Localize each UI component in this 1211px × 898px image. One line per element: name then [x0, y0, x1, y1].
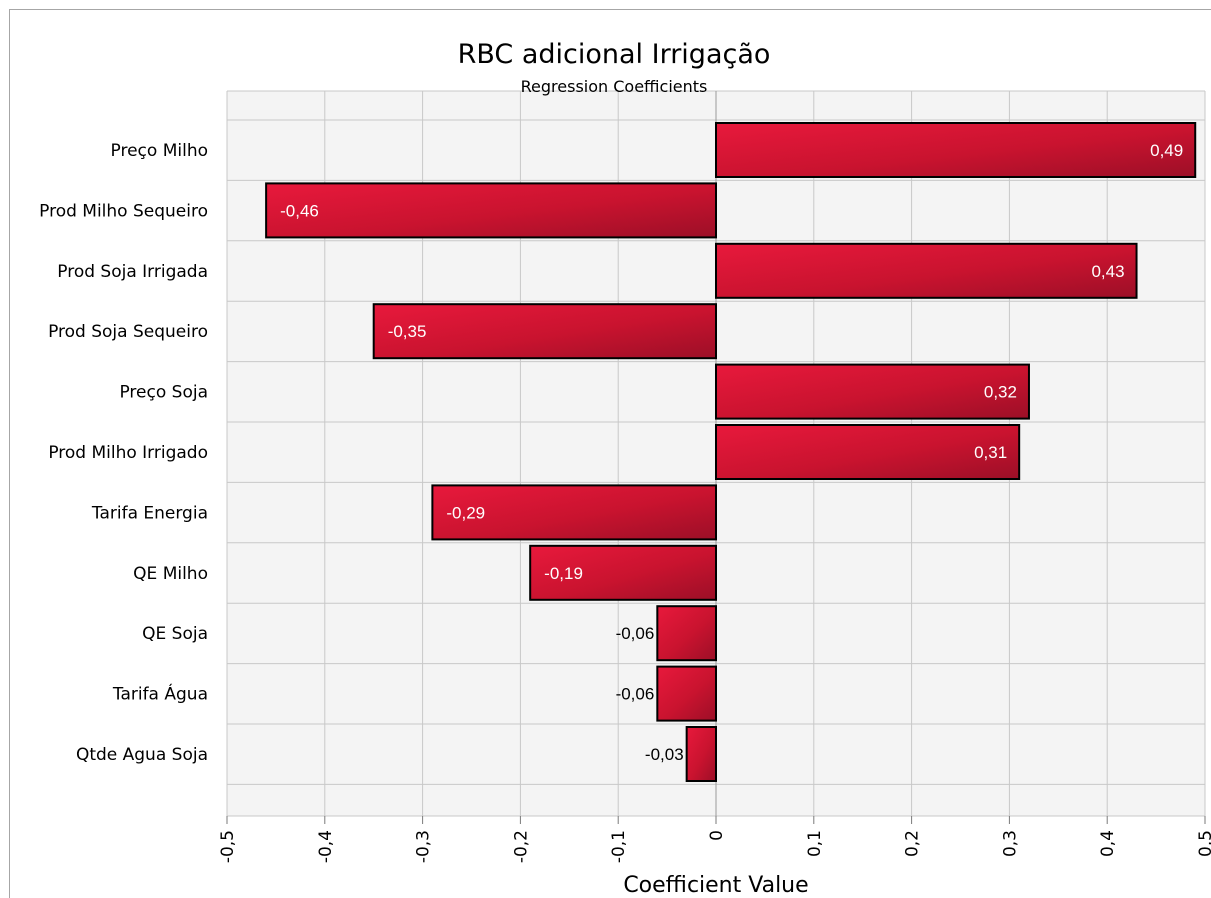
category-label: Tarifa Energia	[91, 503, 208, 523]
category-label: QE Soja	[142, 624, 208, 644]
chart-frame	[9, 9, 1211, 898]
data-label: -0,06	[616, 624, 655, 643]
data-label: -0,46	[280, 201, 319, 220]
x-tick-label: -0,2	[511, 830, 531, 863]
x-tick-label: 0,5	[1196, 830, 1211, 857]
bar	[715, 122, 1197, 178]
x-tick-label: 0,2	[903, 830, 923, 857]
data-label: -0,29	[446, 503, 485, 522]
data-label: 0,43	[1091, 262, 1124, 281]
category-label: QE Milho	[133, 564, 208, 584]
data-label: -0,35	[388, 322, 427, 341]
category-label: Prod Milho Sequeiro	[39, 201, 208, 221]
bar	[372, 303, 717, 360]
data-label: -0,06	[616, 685, 655, 704]
x-tick-label: -0,1	[609, 830, 629, 863]
x-tick-label: -0,4	[316, 830, 336, 863]
category-label: Tarifa Água	[112, 683, 208, 705]
x-axis-title: Coefficient Value	[623, 873, 808, 898]
category-label: Prod Soja Irrigada	[57, 262, 208, 282]
x-tick-label: 0,4	[1098, 830, 1118, 857]
data-label: -0,03	[645, 745, 684, 764]
x-tick-label: -0,3	[414, 830, 434, 863]
bar	[265, 182, 717, 239]
category-labels: Preço Milho Prod Milho Sequeiro Prod Soja …	[39, 141, 208, 765]
category-label: Prod Soja Sequeiro	[48, 322, 208, 342]
bar	[656, 665, 718, 722]
x-axis-ticks: -0,5 -0,4 -0,3 -0,2 -0,1 0 0,1 0,2 0,3 0,4 0,5	[218, 816, 1211, 863]
bar	[685, 726, 717, 782]
chart-title: RBC adicional Irrigação	[458, 39, 771, 70]
data-label: 0,49	[1150, 141, 1183, 160]
category-label: Prod Milho Irrigado	[48, 443, 208, 463]
category-label: Qtde Agua Soja	[76, 745, 208, 765]
bar	[715, 242, 1138, 299]
category-label: Preço Milho	[111, 141, 208, 161]
data-label: 0,31	[974, 443, 1007, 462]
x-tick-label: -0,5	[218, 830, 238, 863]
bar	[431, 484, 717, 541]
bar	[529, 544, 717, 601]
data-label: -0,19	[544, 564, 583, 583]
bars: 0,49 -0,46 0,43 -0,35 0,32 0,31 -0,29 -0,19 -0,0…	[265, 122, 1197, 782]
x-tick-label: 0	[707, 830, 727, 841]
category-label: Preço Soja	[119, 383, 208, 403]
x-tick-label: 0,3	[1000, 830, 1020, 857]
x-tick-label: 0,1	[805, 830, 825, 857]
bar	[656, 605, 718, 662]
bar	[715, 363, 1030, 420]
bar	[715, 424, 1021, 480]
chart-subtitle: Regression Coefficients	[521, 77, 708, 96]
data-label: 0,32	[984, 383, 1017, 402]
